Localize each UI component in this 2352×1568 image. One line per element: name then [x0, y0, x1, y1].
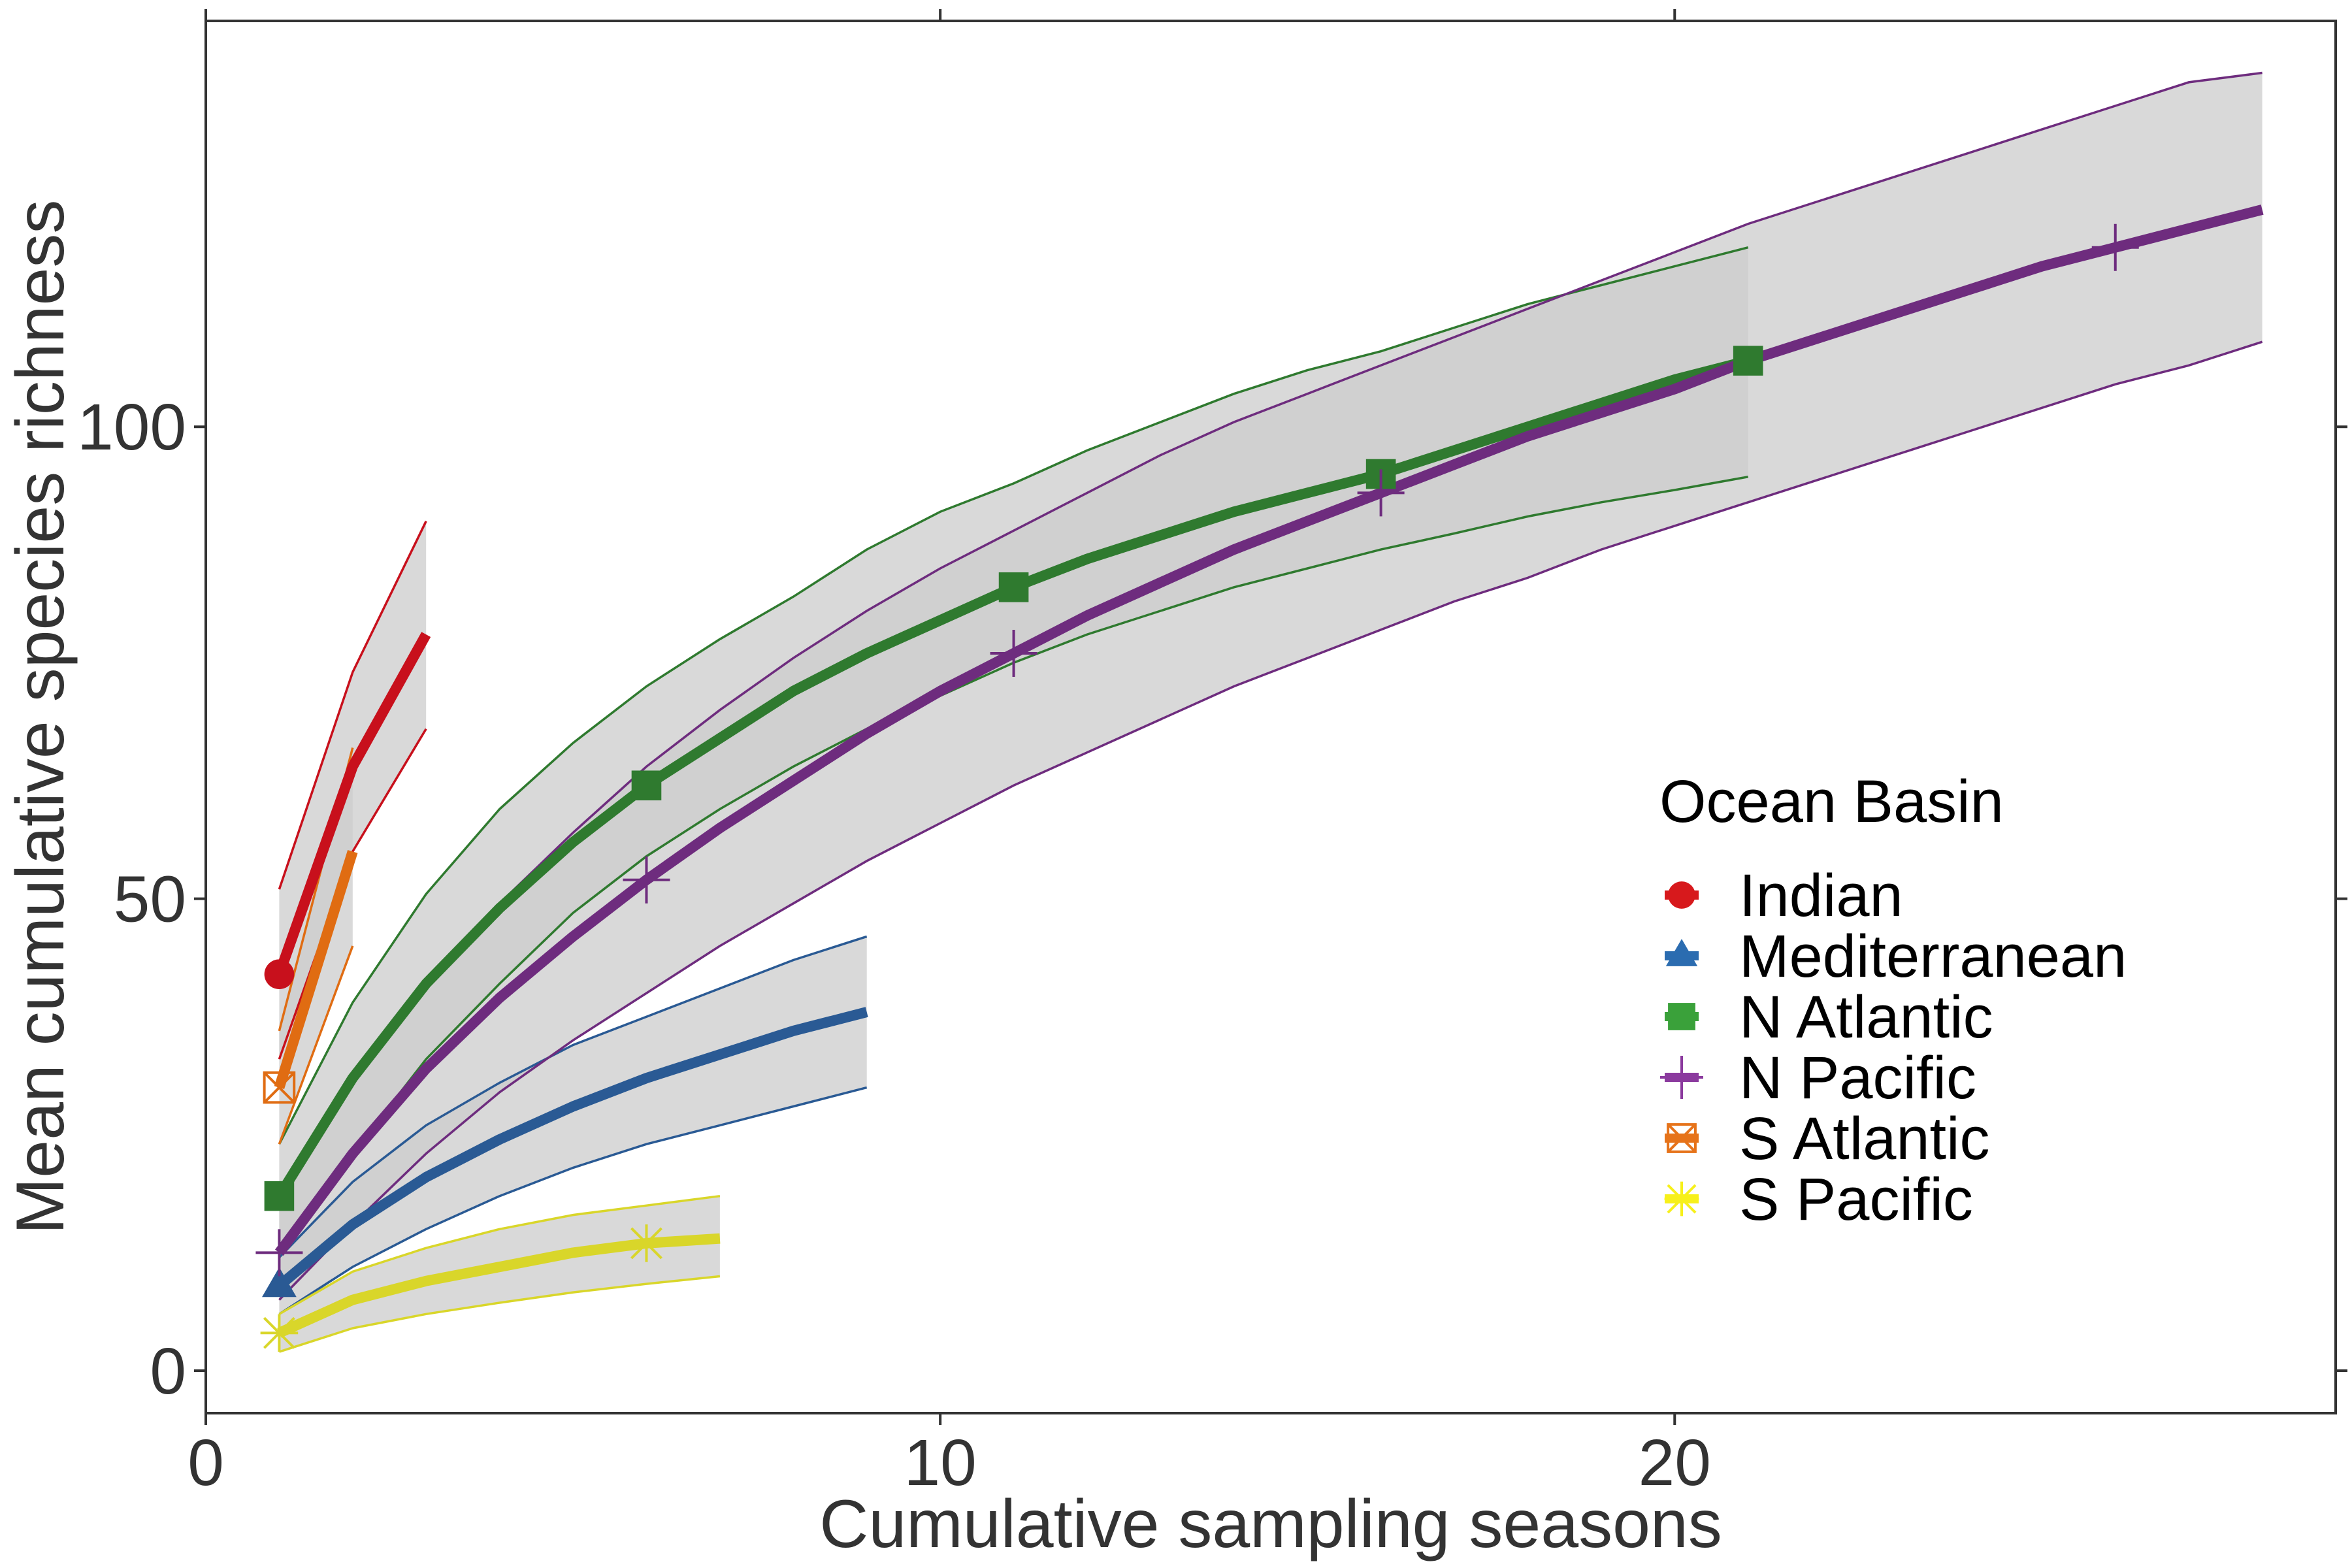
marker-n-pacific-3: [1357, 469, 1405, 517]
band-n-pacific: [279, 73, 2262, 1300]
legend-label-s-pacific: S Pacific: [1739, 1166, 1973, 1233]
marker-s-atlantic-0: [263, 1071, 296, 1104]
y-axis-title: Mean cumulative species richness: [3, 200, 78, 1235]
band-s-pacific: [279, 1196, 720, 1352]
legend-label-mediterranean: Mediterranean: [1739, 923, 2127, 990]
upper-bound-s-pacific: [278, 1194, 721, 1315]
legend-label-n-pacific: N Pacific: [1739, 1045, 1976, 1111]
y-tick-label-1: 50: [114, 863, 186, 936]
upper-bound-n-pacific: [278, 71, 2262, 1201]
marker-s-atlantic-0-box: [263, 1071, 296, 1104]
y-tick-label-2: 100: [77, 391, 186, 464]
mean-line-n-pacific: [274, 204, 2264, 1256]
legend-key-n-atlantic: [1665, 1003, 1699, 1030]
marker-n-pacific-1: [623, 856, 670, 904]
lower-bound-s-atlantic: [278, 945, 354, 1145]
marker-n-atlantic-0-shape: [264, 1181, 295, 1211]
marker-mediterranean-0: [262, 1267, 297, 1298]
x-tick-label-0: 0: [188, 1426, 224, 1499]
upper-bound-mediterranean: [278, 935, 868, 1258]
legend-title: Ocean Basin: [1659, 768, 2004, 835]
mean-lines: [274, 204, 2264, 1338]
mean-line-s-atlantic: [274, 850, 358, 1089]
legend-label-s-atlantic: S Atlantic: [1739, 1105, 1990, 1172]
legend-marker-n-pacific: [1660, 1056, 1703, 1099]
y-tick-label-0: 0: [150, 1335, 186, 1408]
legend-label-indian: Indian: [1739, 862, 1903, 929]
legend-marker-mediterranean-shape: [1665, 939, 1698, 966]
legend-key-s-atlantic: [1665, 1123, 1699, 1153]
marker-n-pacific-0: [255, 1229, 303, 1277]
marker-mediterranean-0-shape: [262, 1267, 297, 1298]
marker-n-pacific-4: [2091, 223, 2139, 271]
legend-marker-s-atlantic-box: [1667, 1123, 1697, 1153]
x-tick-label-1: 10: [904, 1426, 977, 1499]
band-mediterranean: [279, 936, 867, 1315]
legend-marker-s-pacific-ray-3: [1667, 1184, 1697, 1214]
lower-bound-mediterranean: [278, 1086, 868, 1315]
legend-marker-indian: [1668, 881, 1695, 909]
legend-marker-indian-shape: [1668, 881, 1695, 909]
mean-line-indian: [274, 632, 431, 976]
lower-bound-n-pacific: [278, 340, 2263, 1301]
data-markers: [255, 223, 2139, 1352]
legend-key-indian: [1665, 881, 1699, 909]
axes: 0 10 20 0 50 100: [77, 9, 2347, 1499]
marker-n-atlantic-4-shape: [1733, 346, 1763, 376]
x-tick-label-2: 20: [1639, 1426, 1711, 1499]
x-axis-title: Cumulative sampling seasons: [819, 1486, 1722, 1562]
legend-marker-n-atlantic-shape: [1668, 1003, 1695, 1030]
legend-marker-n-atlantic: [1668, 1003, 1695, 1030]
legend-marker-mediterranean: [1665, 939, 1698, 966]
marker-n-atlantic-0: [264, 1181, 295, 1211]
marker-indian-0-shape: [264, 959, 295, 989]
marker-n-pacific-2: [990, 629, 1037, 677]
marker-n-atlantic-1-shape: [631, 770, 662, 801]
legend-label-n-atlantic: N Atlantic: [1739, 984, 1993, 1051]
legend-key-mediterranean: [1665, 939, 1699, 966]
marker-s-pacific-0: [260, 1314, 299, 1352]
mean-line-mediterranean: [276, 1007, 868, 1290]
plot-panel-border: [204, 20, 2337, 1414]
marker-indian-0: [264, 959, 295, 989]
marker-n-atlantic-1: [631, 770, 662, 801]
marker-n-atlantic-2-shape: [998, 572, 1029, 602]
legend-marker-s-atlantic-d2: [1667, 1123, 1697, 1153]
legend-key-s-pacific: [1664, 1181, 1699, 1217]
legend-marker-s-pacific: [1664, 1181, 1699, 1217]
legend-key-n-pacific: [1660, 1056, 1703, 1099]
marker-s-atlantic-0-d2: [263, 1071, 295, 1103]
marker-n-atlantic-2: [998, 572, 1029, 602]
marker-n-atlantic-4: [1733, 346, 1763, 376]
legend-marker-s-atlantic: [1667, 1123, 1697, 1153]
marker-s-pacific-1: [627, 1224, 666, 1262]
upper-bound-indian: [278, 520, 427, 890]
lower-bound-s-pacific: [278, 1275, 721, 1353]
marker-s-pacific-1-ray-3: [630, 1227, 662, 1260]
marker-s-pacific-0-ray-3: [263, 1316, 295, 1349]
upper-bound-n-atlantic: [278, 246, 1749, 1145]
